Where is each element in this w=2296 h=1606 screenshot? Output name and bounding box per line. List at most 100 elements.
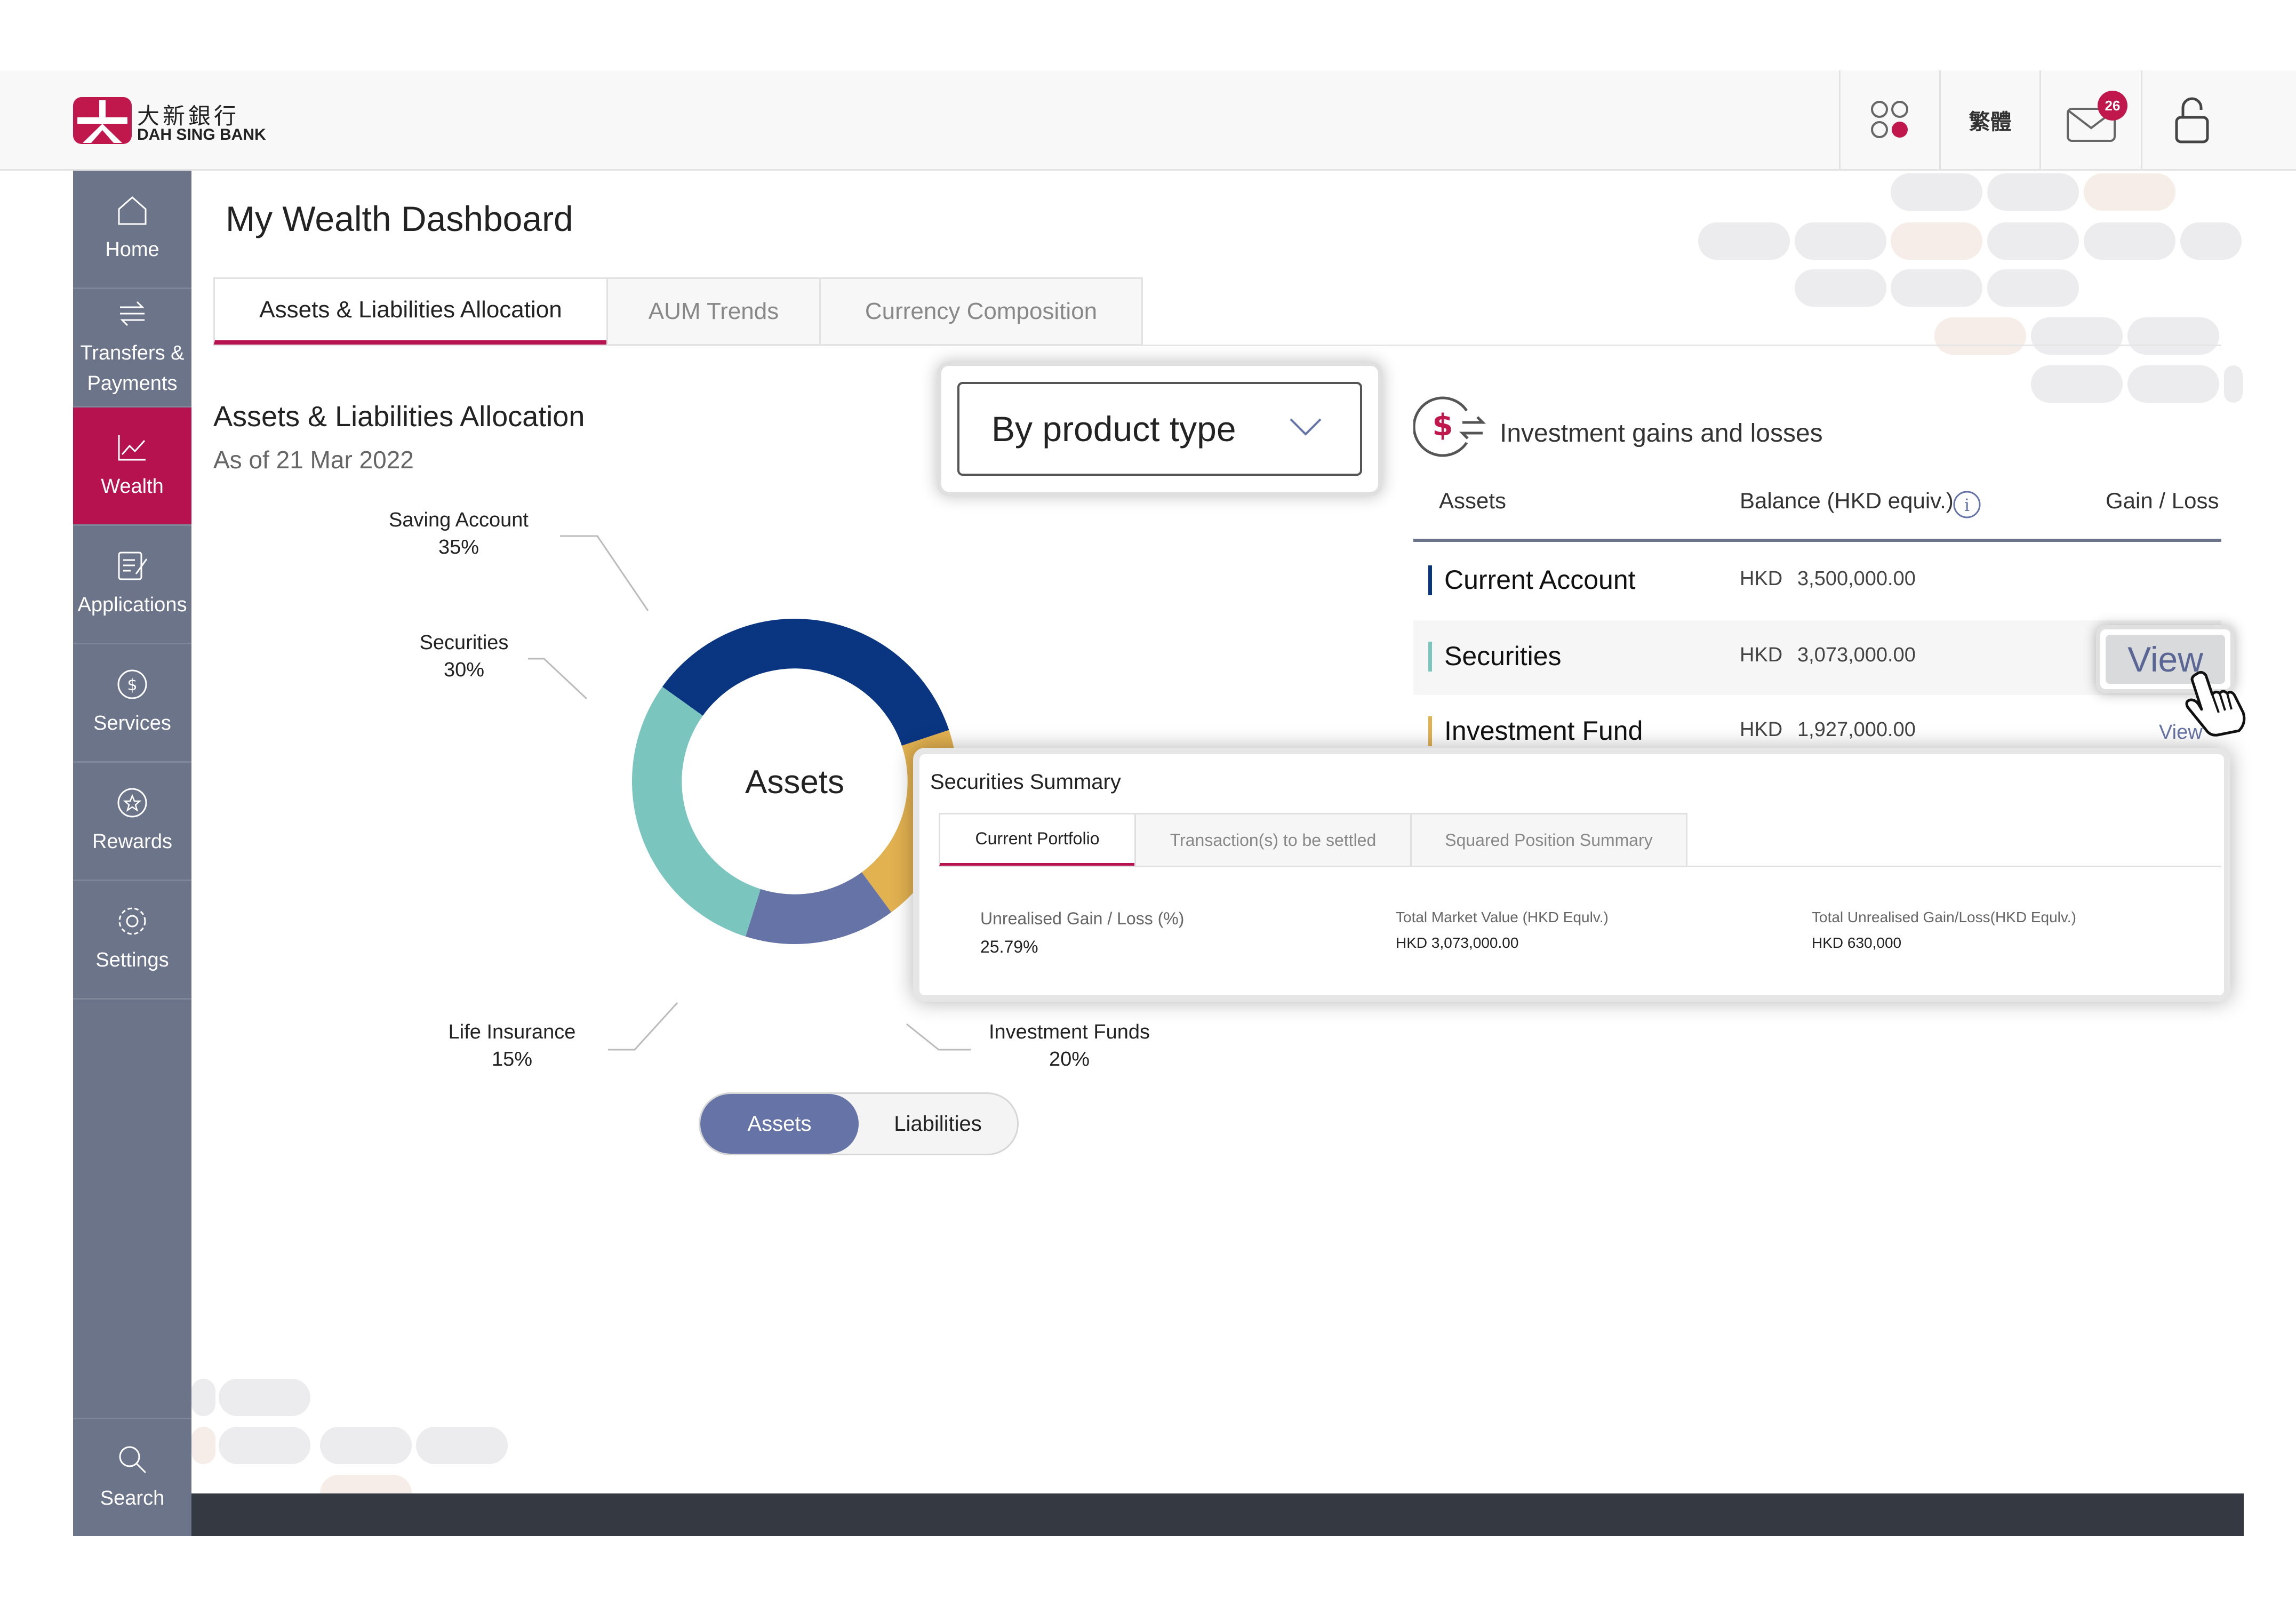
- gear-icon: [118, 907, 146, 935]
- search-icon: [119, 1446, 147, 1474]
- view-investment-fund-link[interactable]: View: [2159, 721, 2203, 744]
- transfer-icon: [120, 301, 145, 326]
- popup-title: Securities Summary: [930, 770, 1121, 794]
- field-unrealised-gain-pct: Unrealised Gain / Loss (%) 25.79%: [980, 909, 1185, 956]
- tab-current-portfolio[interactable]: Current Portfolio: [939, 813, 1136, 867]
- row-amount: 3,073,000.00: [1797, 644, 1916, 666]
- language-label: 繁體: [1969, 109, 2012, 134]
- tab-squared-position[interactable]: Squared Position Summary: [1410, 813, 1687, 867]
- sidebar-item-transfers[interactable]: Transfers & Payments: [73, 289, 191, 408]
- donut-slice-life-insurance[interactable]: [745, 872, 892, 944]
- filter-highlight: By product type: [937, 362, 1382, 496]
- tabs-divider: [213, 345, 2221, 346]
- svg-text:$: $: [1433, 408, 1453, 443]
- sidebar-label: Settings: [95, 949, 169, 971]
- sidebar-item-settings[interactable]: Settings: [73, 881, 191, 1000]
- row-color-bar: [1428, 716, 1432, 746]
- chart-line-icon: [118, 435, 146, 461]
- row-asset-name: Securities: [1444, 641, 1562, 671]
- lock-button[interactable]: [2141, 70, 2241, 169]
- sidebar-item-services[interactable]: $ Services: [73, 644, 191, 763]
- mail-count-badge: 26: [2098, 91, 2127, 121]
- col-balance: Balance (HKD equiv.): [1740, 488, 1954, 513]
- row-asset-name: Current Account: [1444, 565, 1636, 595]
- leader-line: [608, 1002, 678, 1051]
- col-gain-loss: Gain / Loss: [2106, 488, 2219, 513]
- gains-title: Investment gains and losses: [1500, 419, 1823, 448]
- hand-cursor-icon: [2185, 671, 2246, 737]
- exchange-dollar-icon: $: [1413, 396, 1486, 457]
- donut-slice-securities[interactable]: [632, 686, 761, 937]
- sidebar-label: Search: [100, 1487, 165, 1509]
- bank-name-en: DAH SING BANK: [137, 126, 266, 143]
- leader-line: [906, 1023, 971, 1051]
- lock-icon: [2175, 97, 2209, 143]
- row-currency: HKD: [1740, 718, 1783, 741]
- popup-tabs-divider: [939, 866, 2221, 867]
- field-total-market-value: Total Market Value (HKD Equlv.) HKD 3,07…: [1396, 909, 1609, 951]
- sidebar-item-wealth[interactable]: Wealth: [73, 408, 191, 526]
- sidebar: Home Transfers & Payments Wealth Applica…: [73, 171, 191, 1536]
- dashboard-tabs: Assets & Liabilities Allocation AUM Tren…: [213, 277, 1143, 346]
- sidebar-label: Home: [105, 238, 159, 261]
- form-icon: [118, 552, 148, 580]
- row-color-bar: [1428, 565, 1432, 595]
- row-amount: 3,500,000.00: [1797, 568, 1916, 590]
- sidebar-label: Services: [93, 712, 171, 734]
- tab-currency-composition[interactable]: Currency Composition: [819, 277, 1143, 346]
- sidebar-item-applications[interactable]: Applications: [73, 526, 191, 644]
- apps-icon: [1870, 100, 1908, 138]
- row-currency: HKD: [1740, 568, 1783, 590]
- home-icon: [118, 196, 147, 225]
- row-asset-name: Investment Fund: [1444, 716, 1643, 746]
- row-amount: 1,927,000.00: [1797, 718, 1916, 741]
- sidebar-label: Rewards: [92, 830, 172, 853]
- securities-summary-popup: Securities Summary Current Portfolio Tra…: [913, 748, 2230, 1002]
- mail-button[interactable]: 26: [2039, 70, 2141, 169]
- info-icon[interactable]: i: [1952, 490, 1982, 520]
- donut-slice-saving-account[interactable]: [662, 619, 949, 746]
- leader-line: [560, 535, 649, 611]
- sidebar-item-home[interactable]: Home: [73, 171, 191, 289]
- sidebar-search[interactable]: Search: [73, 1418, 191, 1536]
- top-bar: 大新銀行 DAH SING BANK 繁體 26: [0, 70, 2296, 171]
- table-header-divider: [1413, 539, 2221, 542]
- sidebar-item-rewards[interactable]: Rewards: [73, 763, 191, 881]
- toggle-liabilities[interactable]: Liabilities: [894, 1112, 982, 1136]
- bank-logo[interactable]: [73, 97, 132, 144]
- table-row: Investment Fund HKD 1,927,000.00: [1413, 695, 2221, 748]
- sidebar-label: Wealth: [101, 475, 164, 498]
- tab-allocation[interactable]: Assets & Liabilities Allocation: [213, 277, 608, 346]
- label-life-insurance: Life Insurance 15%: [448, 1021, 576, 1071]
- product-type-dropdown[interactable]: By product type: [957, 382, 1362, 476]
- chevron-down-icon: [1290, 418, 1322, 436]
- allocation-date: As of 21 Mar 2022: [213, 446, 414, 474]
- dollar-circle-icon: $: [117, 669, 147, 699]
- svg-text:i: i: [1964, 495, 1970, 515]
- field-total-unrealised-gain: Total Unrealised Gain/Loss(HKD Equlv.) H…: [1812, 909, 2076, 951]
- popup-tabs: Current Portfolio Transaction(s) to be s…: [939, 813, 1687, 867]
- page-title: My Wealth Dashboard: [226, 199, 573, 238]
- label-saving-account: Saving Account 35%: [389, 509, 529, 559]
- sidebar-label: Applications: [77, 594, 187, 616]
- footer-bar: [191, 1493, 2244, 1536]
- view-securities-button[interactable]: View: [2106, 635, 2225, 684]
- row-currency: HKD: [1740, 644, 1783, 666]
- tab-aum-trends[interactable]: AUM Trends: [606, 277, 821, 346]
- col-assets: Assets: [1439, 488, 1507, 513]
- table-row: Securities HKD 3,073,000.00: [1413, 620, 2221, 695]
- label-investment-funds: Investment Funds 20%: [988, 1021, 1150, 1071]
- label-securities: Securities 30%: [419, 632, 509, 682]
- bank-name-cn: 大新銀行: [137, 103, 240, 129]
- allocation-title: Assets & Liabilities Allocation: [213, 401, 585, 433]
- sidebar-label: Transfers & Payments: [80, 341, 185, 395]
- tab-transactions-to-settle[interactable]: Transaction(s) to be settled: [1134, 813, 1412, 867]
- apps-button[interactable]: [1839, 70, 1939, 169]
- table-row: Current Account HKD 3,500,000.00: [1413, 544, 2221, 619]
- language-switch[interactable]: 繁體: [1939, 70, 2039, 169]
- assets-liabilities-toggle: Assets Liabilities: [699, 1092, 1019, 1155]
- view-highlight: View: [2096, 625, 2235, 693]
- row-color-bar: [1428, 642, 1432, 672]
- donut-center-label: Assets: [745, 764, 844, 801]
- toggle-assets[interactable]: Assets: [700, 1094, 859, 1154]
